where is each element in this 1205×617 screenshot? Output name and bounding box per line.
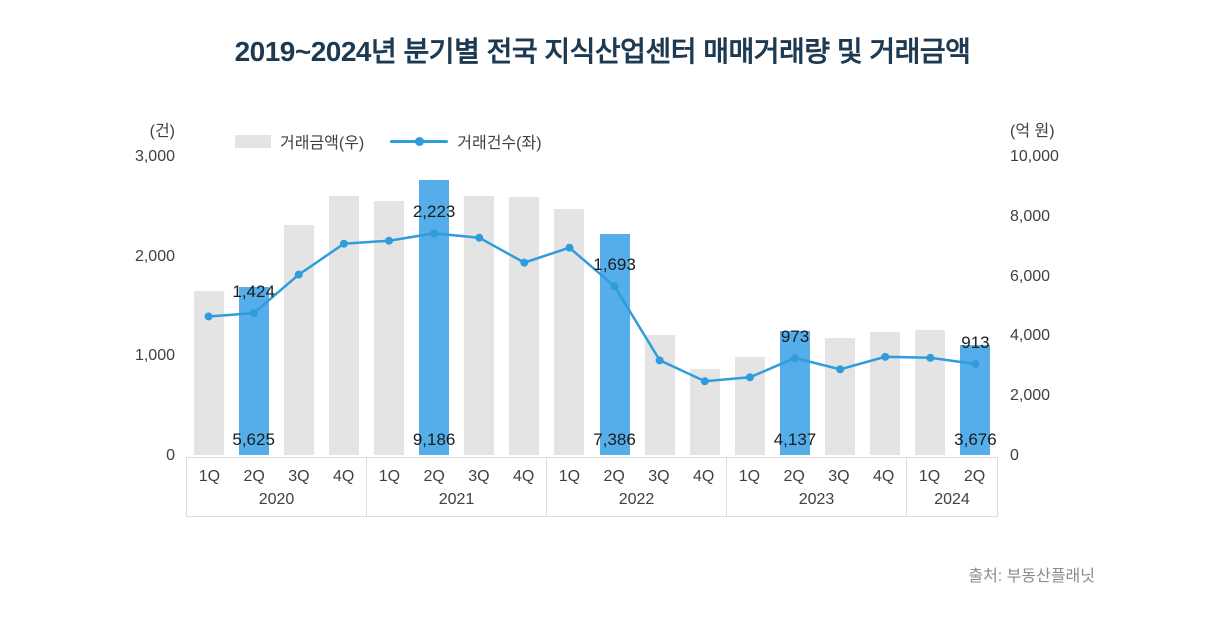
legend: 거래금액(우) 거래건수(좌) bbox=[235, 129, 542, 153]
line-point-2023-1Q bbox=[745, 373, 754, 382]
year-label: 2024 bbox=[934, 491, 970, 508]
source-credit: 출처: 부동산플래닛 bbox=[968, 568, 1095, 585]
line-point-2023-4Q bbox=[881, 352, 890, 361]
bar-2023-3Q bbox=[825, 337, 856, 455]
x-axis-group-2021: 1Q 2Q 3Q 4Q 2021 bbox=[367, 458, 547, 516]
quarter-label: 4Q bbox=[512, 467, 535, 485]
line-series-path bbox=[208, 232, 976, 383]
line-point-2022-3Q bbox=[655, 356, 664, 365]
quarter-label: 3Q bbox=[468, 467, 490, 485]
line-point-2023-2Q bbox=[791, 354, 799, 363]
bar-2020-4Q bbox=[328, 196, 359, 455]
line-point-2020-1Q bbox=[204, 312, 213, 321]
quarter-label-row: 1Q 2Q 3Q 4Q bbox=[367, 458, 546, 491]
bar-2022-3Q bbox=[644, 334, 675, 455]
line-value-label: 913 bbox=[961, 333, 990, 352]
right-axis-tick-label: 4,000 bbox=[1010, 327, 1051, 345]
year-label: 2020 bbox=[258, 491, 295, 508]
legend-line-marker-icon bbox=[415, 136, 425, 146]
x-axis-group-2020: 1Q 2Q 3Q 4Q 2020 bbox=[187, 458, 367, 516]
legend-line-swatch-icon bbox=[390, 135, 449, 148]
quarter-label: 1Q bbox=[738, 467, 761, 485]
line-value-label: 1,424 bbox=[232, 282, 275, 302]
left-axis-tick-label: 2,000 bbox=[134, 247, 175, 265]
quarter-label: 2Q bbox=[783, 467, 805, 485]
quarter-label-row: 1Q 2Q 3Q 4Q bbox=[727, 458, 906, 491]
bar-2021-2Q bbox=[419, 180, 450, 455]
line-point-2024-2Q bbox=[971, 360, 980, 369]
line-point-2021-4Q bbox=[520, 258, 529, 267]
right-axis-unit: (억 원) bbox=[1010, 123, 1055, 140]
bar-2022-2Q bbox=[599, 234, 630, 455]
quarter-label: 4Q bbox=[332, 467, 355, 485]
line-point-2020-2Q bbox=[249, 309, 258, 318]
bar-value-label: 7,386 bbox=[593, 430, 636, 449]
line-point-2021-2Q bbox=[430, 229, 439, 238]
quarter-label-row: 1Q 2Q bbox=[907, 458, 997, 491]
quarter-label: 1Q bbox=[918, 467, 941, 485]
quarter-label: 2Q bbox=[243, 467, 265, 485]
line-point-2022-4Q bbox=[700, 377, 709, 386]
legend-line-label: 거래건수(좌) bbox=[457, 135, 542, 152]
quarter-label: 2Q bbox=[423, 467, 445, 485]
quarter-label-row: 1Q 2Q 3Q 4Q bbox=[187, 458, 366, 491]
quarter-label: 4Q bbox=[692, 467, 715, 485]
x-axis-group-2022: 1Q 2Q 3Q 4Q 2022 bbox=[547, 458, 727, 516]
bar-value-label: 5,625 bbox=[232, 430, 275, 449]
right-axis-tick-label: 0 bbox=[1010, 447, 1019, 464]
line-point-2021-1Q bbox=[385, 236, 393, 245]
x-axis-group-2023: 1Q 2Q 3Q 4Q 2023 bbox=[727, 458, 907, 516]
line-point-2021-3Q bbox=[475, 233, 484, 242]
line-value-label: 1,693 bbox=[593, 255, 636, 275]
bar-value-label: 4,137 bbox=[773, 430, 817, 449]
line-point-2022-2Q bbox=[610, 282, 619, 291]
x-axis-group-2024: 1Q 2Q 2024 bbox=[907, 458, 997, 516]
right-axis-tick-label: 8,000 bbox=[1010, 207, 1051, 225]
chart-title: 2019~2024년 분기별 전국 지식산업센터 매매거래량 및 거래금액 bbox=[234, 36, 971, 67]
left-axis-tick-label: 1,000 bbox=[134, 347, 175, 365]
bar-value-label: 9,186 bbox=[412, 430, 456, 449]
year-label: 2022 bbox=[618, 491, 655, 508]
line-value-label: 2,223 bbox=[412, 202, 456, 222]
line-point-2020-3Q bbox=[294, 270, 303, 279]
quarter-label: 4Q bbox=[872, 467, 895, 485]
right-axis-tick-label: 6,000 bbox=[1010, 267, 1051, 285]
legend-bar-label: 거래금액(우) bbox=[280, 135, 365, 152]
line-point-2022-1Q bbox=[565, 243, 574, 252]
line-value-label: 973 bbox=[780, 327, 810, 347]
quarter-label: 1Q bbox=[198, 467, 221, 485]
quarter-label: 3Q bbox=[648, 467, 670, 485]
quarter-label: 1Q bbox=[558, 467, 581, 485]
bar-2023-2Q bbox=[780, 331, 810, 455]
line-point-2020-4Q bbox=[339, 239, 348, 248]
line-series-layer bbox=[204, 229, 980, 386]
left-axis-tick-label: 3,000 bbox=[134, 148, 175, 165]
bar-value-label: 3,676 bbox=[954, 430, 997, 449]
year-label: 2021 bbox=[438, 491, 475, 508]
quarter-label: 3Q bbox=[288, 467, 310, 485]
line-point-2024-1Q bbox=[926, 353, 935, 362]
quarter-label: 1Q bbox=[378, 467, 401, 485]
right-axis-tick-label: 10,000 bbox=[1010, 148, 1059, 165]
left-axis-tick-label: 0 bbox=[166, 447, 175, 464]
quarter-label: 2Q bbox=[603, 467, 625, 485]
bar-2021-4Q bbox=[509, 197, 540, 455]
plot-area: 1,424 2,223 1,693 973 913 5,625 9,186 7,386 4,13… bbox=[186, 156, 998, 455]
x-axis: 1Q 2Q 3Q 4Q 2020 1Q 2Q 3Q 4Q 2021 1Q 2Q 3Q 4Q 2022 1Q 2Q… bbox=[186, 457, 998, 517]
quarter-label-row: 1Q 2Q 3Q 4Q bbox=[547, 458, 726, 491]
year-label: 2023 bbox=[798, 491, 835, 508]
bar-2024-1Q bbox=[915, 330, 946, 455]
left-axis-unit: (건) bbox=[149, 123, 175, 140]
quarter-label: 3Q bbox=[828, 467, 850, 485]
line-point-2023-3Q bbox=[836, 365, 845, 374]
quarter-label: 2Q bbox=[963, 467, 986, 485]
legend-bar-swatch-icon bbox=[235, 134, 271, 148]
right-axis-tick-label: 2,000 bbox=[1010, 387, 1051, 405]
bar-2020-3Q bbox=[283, 225, 314, 455]
